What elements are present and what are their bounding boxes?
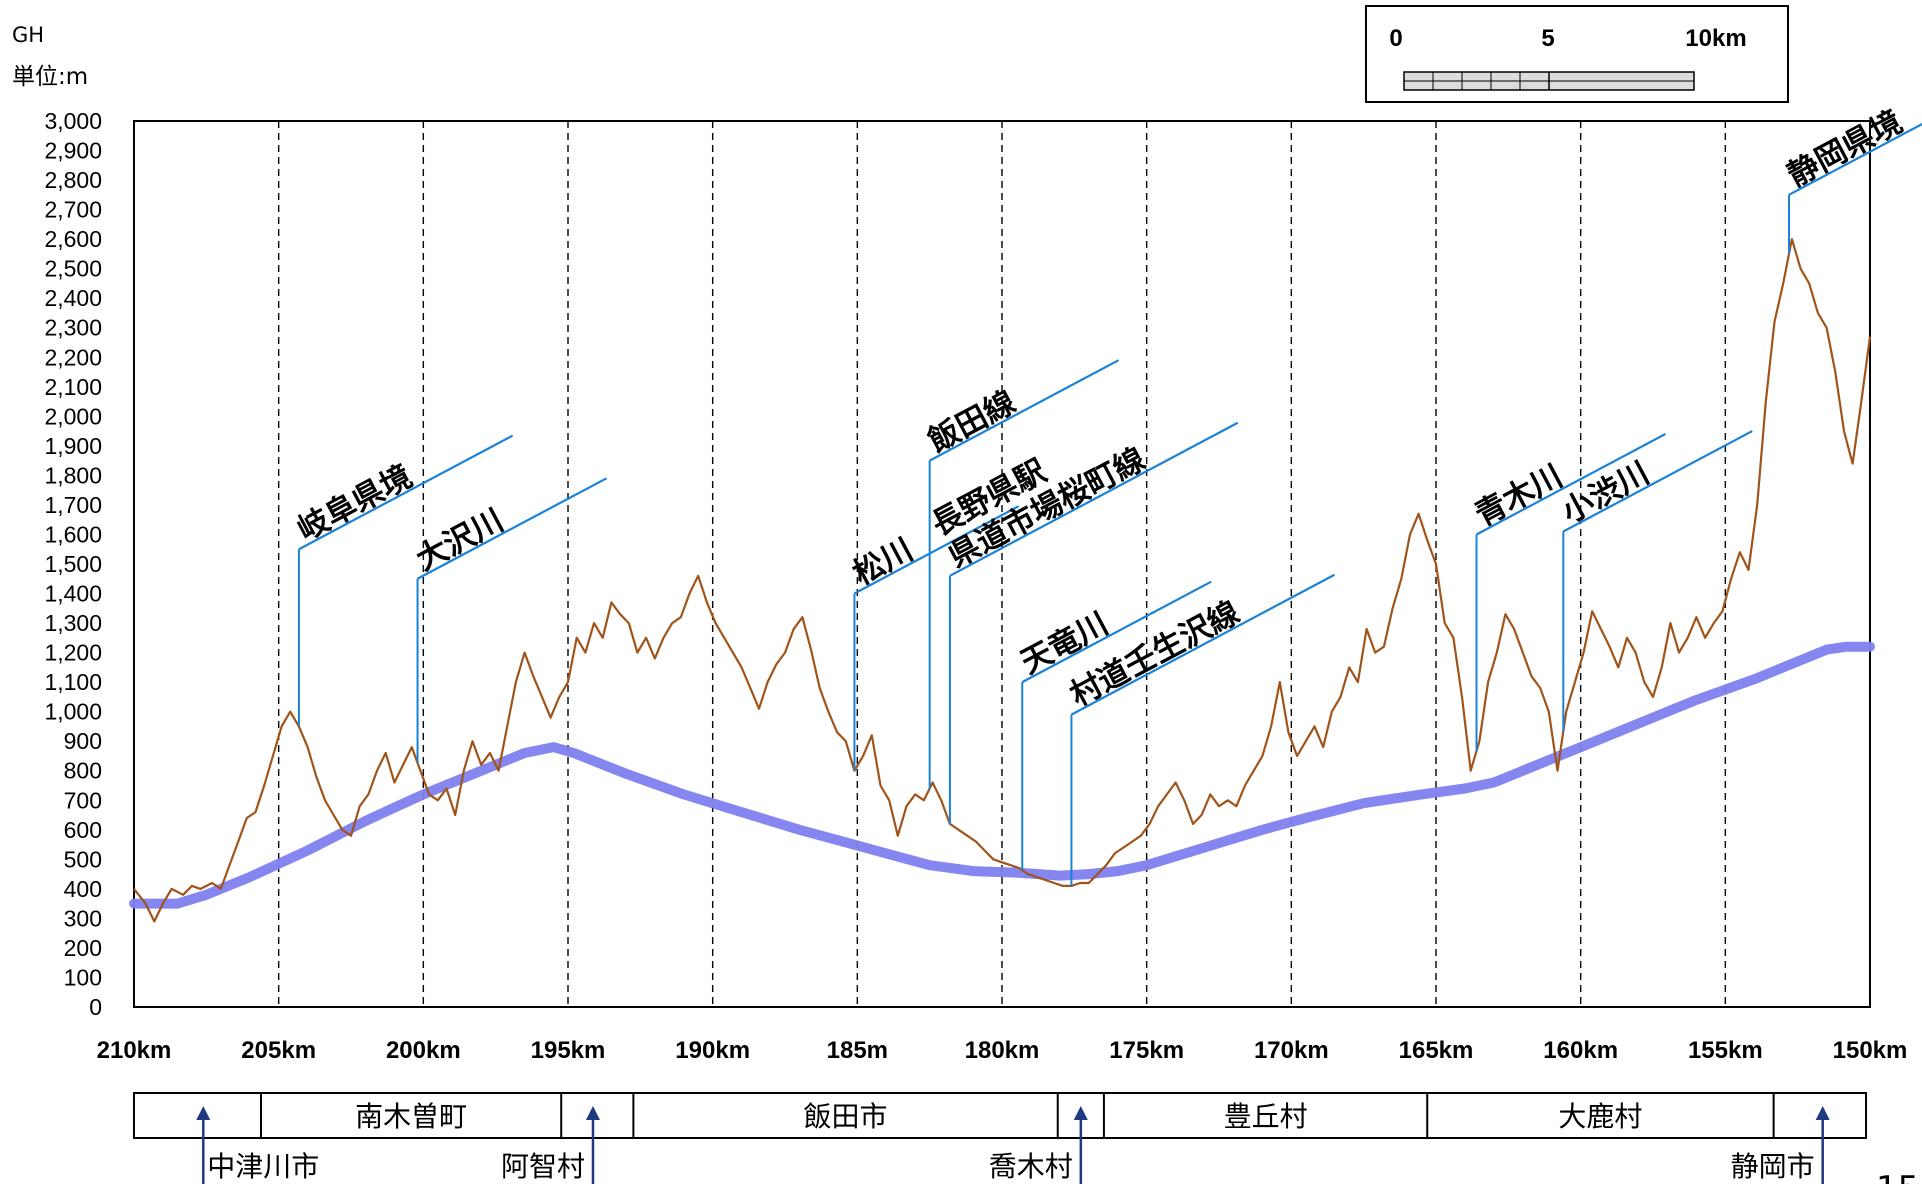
y-tick-label: 1,500	[44, 551, 102, 577]
x-tick-label: 210km	[97, 1037, 172, 1064]
x-tick-label: 170km	[1254, 1037, 1329, 1064]
y-tick-label: 1,900	[44, 433, 102, 459]
y-tick-label: 1,000	[44, 699, 102, 725]
y-tick-label: 2,300	[44, 315, 102, 341]
y-tick-label: 100	[64, 964, 102, 990]
annotation-underline	[929, 359, 1120, 462]
y-tick-label: 1,200	[44, 640, 102, 666]
y-tick-label: 300	[64, 905, 102, 931]
municipality-arrow: 喬木村	[989, 1106, 1088, 1184]
y-tick-label: 500	[64, 846, 102, 872]
annotation-label: 大沢川	[410, 502, 509, 577]
x-tick-label: 185m	[827, 1037, 888, 1064]
municipality-label: 大鹿村	[1558, 1100, 1642, 1133]
arrow-head-icon	[1815, 1106, 1830, 1120]
y-tick-label: 1,800	[44, 462, 102, 488]
municipality-label: 南木曽町	[355, 1100, 467, 1133]
y-tick-label: 2,700	[44, 197, 102, 223]
y-tick-label: 2,000	[44, 403, 102, 429]
annotation-underline	[1475, 433, 1666, 536]
scale-bar-label-10: 10km	[1685, 25, 1746, 52]
municipality-arrow-label: 静岡市	[1731, 1150, 1815, 1183]
page-number: 15	[1876, 1169, 1919, 1184]
x-tick-label: 160km	[1543, 1037, 1618, 1064]
municipality-arrow-label: 喬木村	[989, 1150, 1073, 1183]
y-tick-label: 600	[64, 817, 102, 843]
y-tick-label: 2,500	[44, 256, 102, 282]
annotation-underline	[1788, 122, 1922, 196]
scale-bar: 0 5 10km	[1365, 5, 1789, 103]
annotation-label: 岐阜県境	[292, 458, 418, 548]
y-tick-label: 1,600	[44, 521, 102, 547]
municipality-arrow-label: 阿智村	[501, 1150, 585, 1183]
y-tick-label: 1,100	[44, 669, 102, 695]
x-tick-label: 180km	[965, 1037, 1040, 1064]
y-tick-label: 2,600	[44, 226, 102, 252]
x-axis: 210km 205km 200km 195km 190km 185m 180km 175km 1…	[97, 1037, 1908, 1064]
y-tick-label: 1,300	[44, 610, 102, 636]
y-tick-label: 2,800	[44, 167, 102, 193]
annotation-underline	[853, 505, 1020, 595]
series-group	[129, 238, 1875, 923]
municipality-arrow: 静岡市	[1731, 1106, 1830, 1184]
municipality-band-frame	[133, 1092, 1867, 1139]
y-tick-label: 1,400	[44, 581, 102, 607]
annotation: 静岡県境	[1782, 104, 1922, 254]
y-tick-label: 200	[64, 935, 102, 961]
y-tick-label: 0	[89, 994, 102, 1020]
y-tick-label: 2,400	[44, 285, 102, 311]
y-tick-label: 400	[64, 876, 102, 902]
x-tick-label: 155km	[1688, 1037, 1763, 1064]
municipality-label: 飯田市	[804, 1100, 888, 1133]
grid-lines	[277, 121, 1727, 1007]
annotation-underline	[417, 477, 608, 580]
annotation-label: 松川	[847, 532, 919, 593]
y-axis: 0 100 200 300 400 500 600 700 800 900 1,000 1,100 1,…	[44, 108, 102, 1020]
scale-bar-label-0: 0	[1389, 25, 1402, 52]
y-tick-label: 2,100	[44, 374, 102, 400]
y-tick-label: 2,200	[44, 344, 102, 370]
x-tick-label: 205km	[241, 1037, 316, 1064]
x-tick-label: 195km	[531, 1037, 606, 1064]
municipality-arrow-label: 中津川市	[207, 1150, 319, 1183]
y-tick-label: 800	[64, 758, 102, 784]
x-tick-label: 150km	[1833, 1037, 1908, 1064]
municipality-arrow: 中津川市	[196, 1106, 319, 1184]
y-tick-label: 3,000	[44, 108, 102, 134]
annotation-underline	[1021, 580, 1212, 684]
municipality-arrow: 阿智村	[501, 1106, 600, 1184]
arrow-head-icon	[1073, 1106, 1088, 1120]
arrow-head-icon	[196, 1106, 211, 1120]
annotation: 岐阜県境	[292, 434, 514, 727]
y-tick-label: 2,900	[44, 138, 102, 164]
annotation-label: 青木川	[1469, 458, 1568, 533]
x-tick-label: 190km	[675, 1037, 750, 1064]
y-tick-label: 1,700	[44, 492, 102, 518]
y-tick-label: 900	[64, 728, 102, 754]
route-profile-line	[129, 641, 1875, 909]
ground-profile-line	[133, 238, 1872, 923]
unit-label: 単位:m	[12, 64, 88, 90]
arrow-head-icon	[585, 1106, 600, 1120]
x-tick-label: 175km	[1109, 1037, 1184, 1064]
x-tick-label: 165km	[1399, 1037, 1474, 1064]
annotation-underline	[949, 421, 1239, 577]
x-tick-label: 200km	[386, 1037, 461, 1064]
municipality-label: 豊丘村	[1224, 1100, 1308, 1133]
y-tick-label: 700	[64, 787, 102, 813]
scale-bar-label-5: 5	[1541, 25, 1554, 52]
gh-label: GH	[12, 23, 44, 47]
annotation-label: 飯田線	[923, 384, 1022, 459]
annotation-underline	[1562, 430, 1753, 533]
annotation-underline	[1070, 573, 1336, 716]
annotation-label: 静岡県境	[1782, 104, 1908, 194]
annotation-underline	[298, 434, 514, 551]
